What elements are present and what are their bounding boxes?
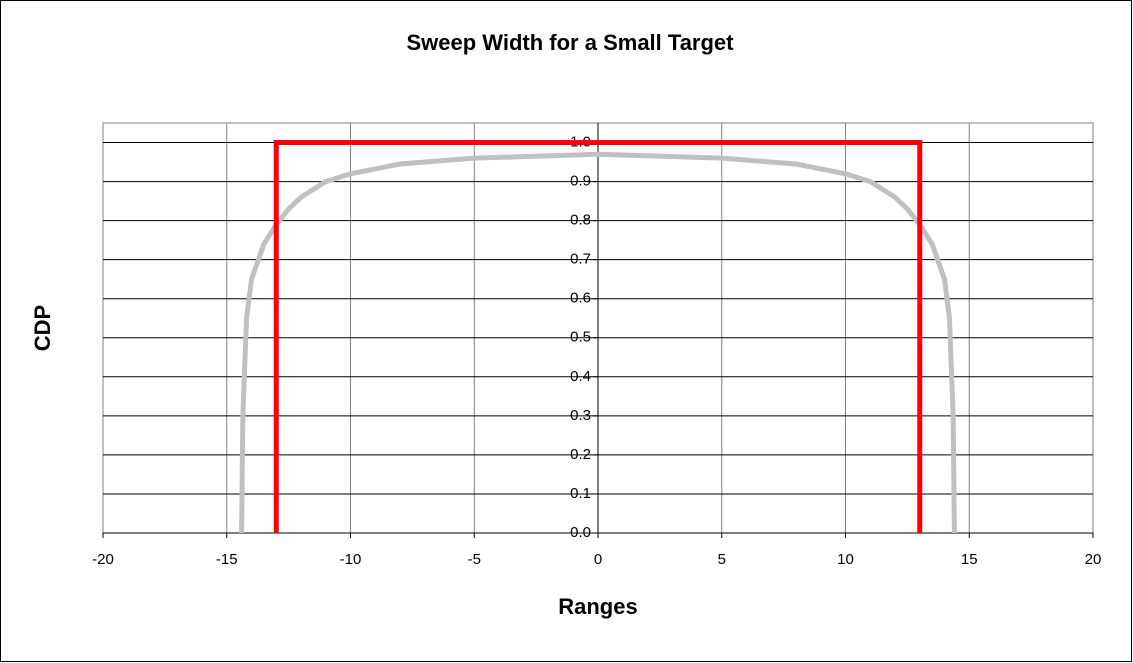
y-tick-label: 0.3 [570, 407, 591, 424]
x-tick-label: -5 [468, 551, 481, 568]
y-tick-label: 0.1 [570, 485, 591, 502]
y-tick-label: 0.7 [570, 251, 591, 268]
y-tick-label: 0.2 [570, 446, 591, 463]
x-tick-label: 0 [594, 551, 602, 568]
chart-title: Sweep Width for a Small Target [406, 30, 734, 55]
x-axis-label: Ranges [558, 594, 637, 619]
x-tick-label: 15 [961, 551, 978, 568]
x-tick-label: -20 [92, 551, 114, 568]
x-tick-label: -15 [216, 551, 238, 568]
y-tick-label: 0.4 [570, 368, 591, 385]
x-tick-label: 5 [718, 551, 726, 568]
y-tick-label: 0.0 [570, 524, 591, 541]
y-axis-label: CDP [30, 305, 55, 351]
y-tick-label: 0.5 [570, 329, 591, 346]
y-tick-label: 0.6 [570, 290, 591, 307]
y-tick-label: 0.9 [570, 173, 591, 190]
y-tick-label: 0.8 [570, 212, 591, 229]
series-line [239, 151, 957, 534]
series-line [273, 140, 923, 533]
x-tick-label: 20 [1085, 551, 1102, 568]
x-tick-label: 10 [837, 551, 854, 568]
x-tick-label: -10 [340, 551, 362, 568]
